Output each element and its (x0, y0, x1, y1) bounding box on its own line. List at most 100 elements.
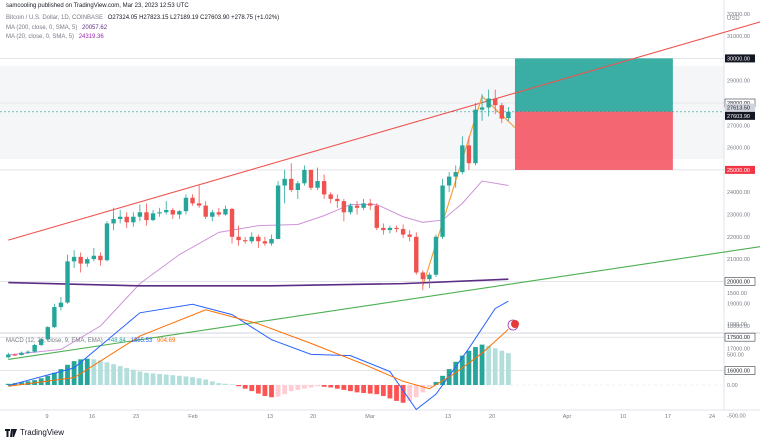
macd-histogram-bar (486, 345, 492, 385)
macd-histogram-bar (229, 384, 235, 385)
time-tick-label: 23 (133, 414, 139, 420)
target-zone (514, 58, 673, 112)
candle-body (275, 185, 281, 240)
macd-histogram-bar (453, 361, 459, 385)
candle-body (170, 210, 175, 215)
macd-histogram-bar (65, 364, 70, 385)
candle-body (381, 227, 386, 231)
price-tick-label: 17000.00 (727, 346, 750, 352)
macd-histogram-bar (348, 385, 353, 392)
macd-histogram-bar (341, 385, 347, 390)
candle-body (420, 272, 426, 280)
price-tag-label: 25000.00 (727, 168, 750, 174)
macd-tick-label: -500.00 (727, 414, 746, 420)
candle-body (111, 218, 116, 224)
macd-histogram-bar (321, 385, 327, 387)
flag-icon[interactable] (507, 319, 519, 331)
price-tag-box (725, 103, 755, 112)
candle-body (341, 201, 347, 213)
ohlc-values: O27324.05 H27823.15 L27189.19 C27603.90 … (107, 15, 280, 21)
macd-histogram-bar (413, 385, 419, 398)
candle-body (190, 197, 195, 204)
macd-histogram-bar (387, 385, 393, 399)
macd-histogram-bar (374, 385, 380, 395)
price-tick-label: 19000.00 (727, 302, 750, 308)
macd-histogram-bar (130, 369, 136, 385)
ma20-value: 24319.36 (78, 34, 104, 40)
price-tick-label: 18000.00 (727, 324, 750, 330)
flag-marker-dot (511, 320, 519, 328)
candle-body (144, 212, 149, 221)
candle-body (374, 205, 379, 228)
macd-histogram-bar (499, 350, 505, 385)
time-tick-label: 17 (665, 414, 671, 420)
candle-body (506, 111, 511, 119)
indicator-ma200[interactable]: MA (200, close, 0, SMA, 5) 20057.62 (6, 25, 107, 31)
candle-body (321, 181, 327, 195)
time-tick-label: 20 (310, 414, 316, 420)
candle-body (407, 234, 412, 237)
macd-histogram-bar (367, 385, 373, 394)
macd-histogram-bar (262, 385, 268, 397)
upper-trendline (8, 21, 760, 241)
price-tag-label: 30000.00 (727, 56, 750, 62)
price-tag-box (724, 332, 756, 342)
tradingview-logo[interactable]: TradingView (5, 428, 64, 437)
macd-histogram-bar (420, 385, 426, 393)
candle-body (361, 203, 366, 208)
candle-body (289, 178, 294, 190)
candle-body (177, 211, 182, 215)
candle-body (335, 198, 340, 202)
long-position-tool[interactable] (514, 58, 673, 170)
price-tick-label: 22000.00 (727, 235, 750, 241)
macd-signal-line (8, 309, 509, 390)
candle-body (71, 256, 77, 262)
time-tick-label: 10 (620, 414, 626, 420)
candle-body (25, 351, 31, 353)
macd-histogram-bar (124, 367, 130, 385)
candle-body (78, 256, 83, 264)
indicator-ma20[interactable]: MA (20, close, 0, SMA, 5) 24319.36 (6, 34, 104, 40)
price-tick-label: 27000.00 (727, 123, 750, 129)
macd-histogram-bar (269, 385, 274, 398)
macd-histogram-bar (196, 378, 202, 385)
macd-histogram-bar (5, 383, 11, 385)
candle-body (466, 145, 472, 164)
candle-body (387, 227, 393, 231)
candle-body (124, 216, 129, 223)
macd-header[interactable]: MACD (12, 26, close, 9, EMA, EMA) +48.84… (6, 338, 175, 344)
macd-histogram-bar (19, 382, 24, 385)
candle-body (242, 240, 248, 242)
lower-trendline (8, 246, 760, 360)
symbol-header[interactable]: Bitcoin / U.S. Dollar, 1D, COINBASE O273… (6, 15, 279, 21)
candle-body (453, 172, 458, 177)
candle-body (328, 194, 333, 199)
candle-body (6, 354, 11, 358)
candle-body (19, 352, 24, 355)
price-tick-label: 21000.00 (727, 257, 750, 263)
candle-body (85, 259, 90, 264)
candle-body (354, 205, 360, 208)
price-tick-label: 32000.00 (727, 12, 750, 18)
macd-line (8, 300, 509, 411)
candle-body (131, 216, 136, 223)
macd-histogram-bar (150, 373, 156, 385)
candle-body (32, 344, 37, 352)
time-tick-label: 24 (709, 414, 715, 420)
candle-body (486, 98, 491, 108)
candle-body (223, 208, 228, 215)
macd-histogram-bar (91, 359, 97, 385)
symbol-title: Bitcoin / U.S. Dollar, 1D, COINBASE (6, 15, 104, 21)
macd-histogram-bar (216, 383, 222, 385)
macd-histogram-bar (354, 385, 360, 393)
candle-body (269, 239, 274, 244)
macd-histogram-bar (58, 369, 64, 385)
candle-body (414, 236, 419, 273)
candle-body (236, 236, 241, 241)
price-axis[interactable]: USD32000.0031000.0029000.0028000.0027000… (724, 12, 756, 420)
time-axis[interactable]: 9 16 23 Feb 13 20 Mar 13 20 Apr 10 17 24 (45, 414, 715, 420)
time-tick-label: Feb (188, 414, 197, 420)
macd-line-value: 1365.53 (130, 338, 153, 344)
candle-body (473, 109, 478, 164)
